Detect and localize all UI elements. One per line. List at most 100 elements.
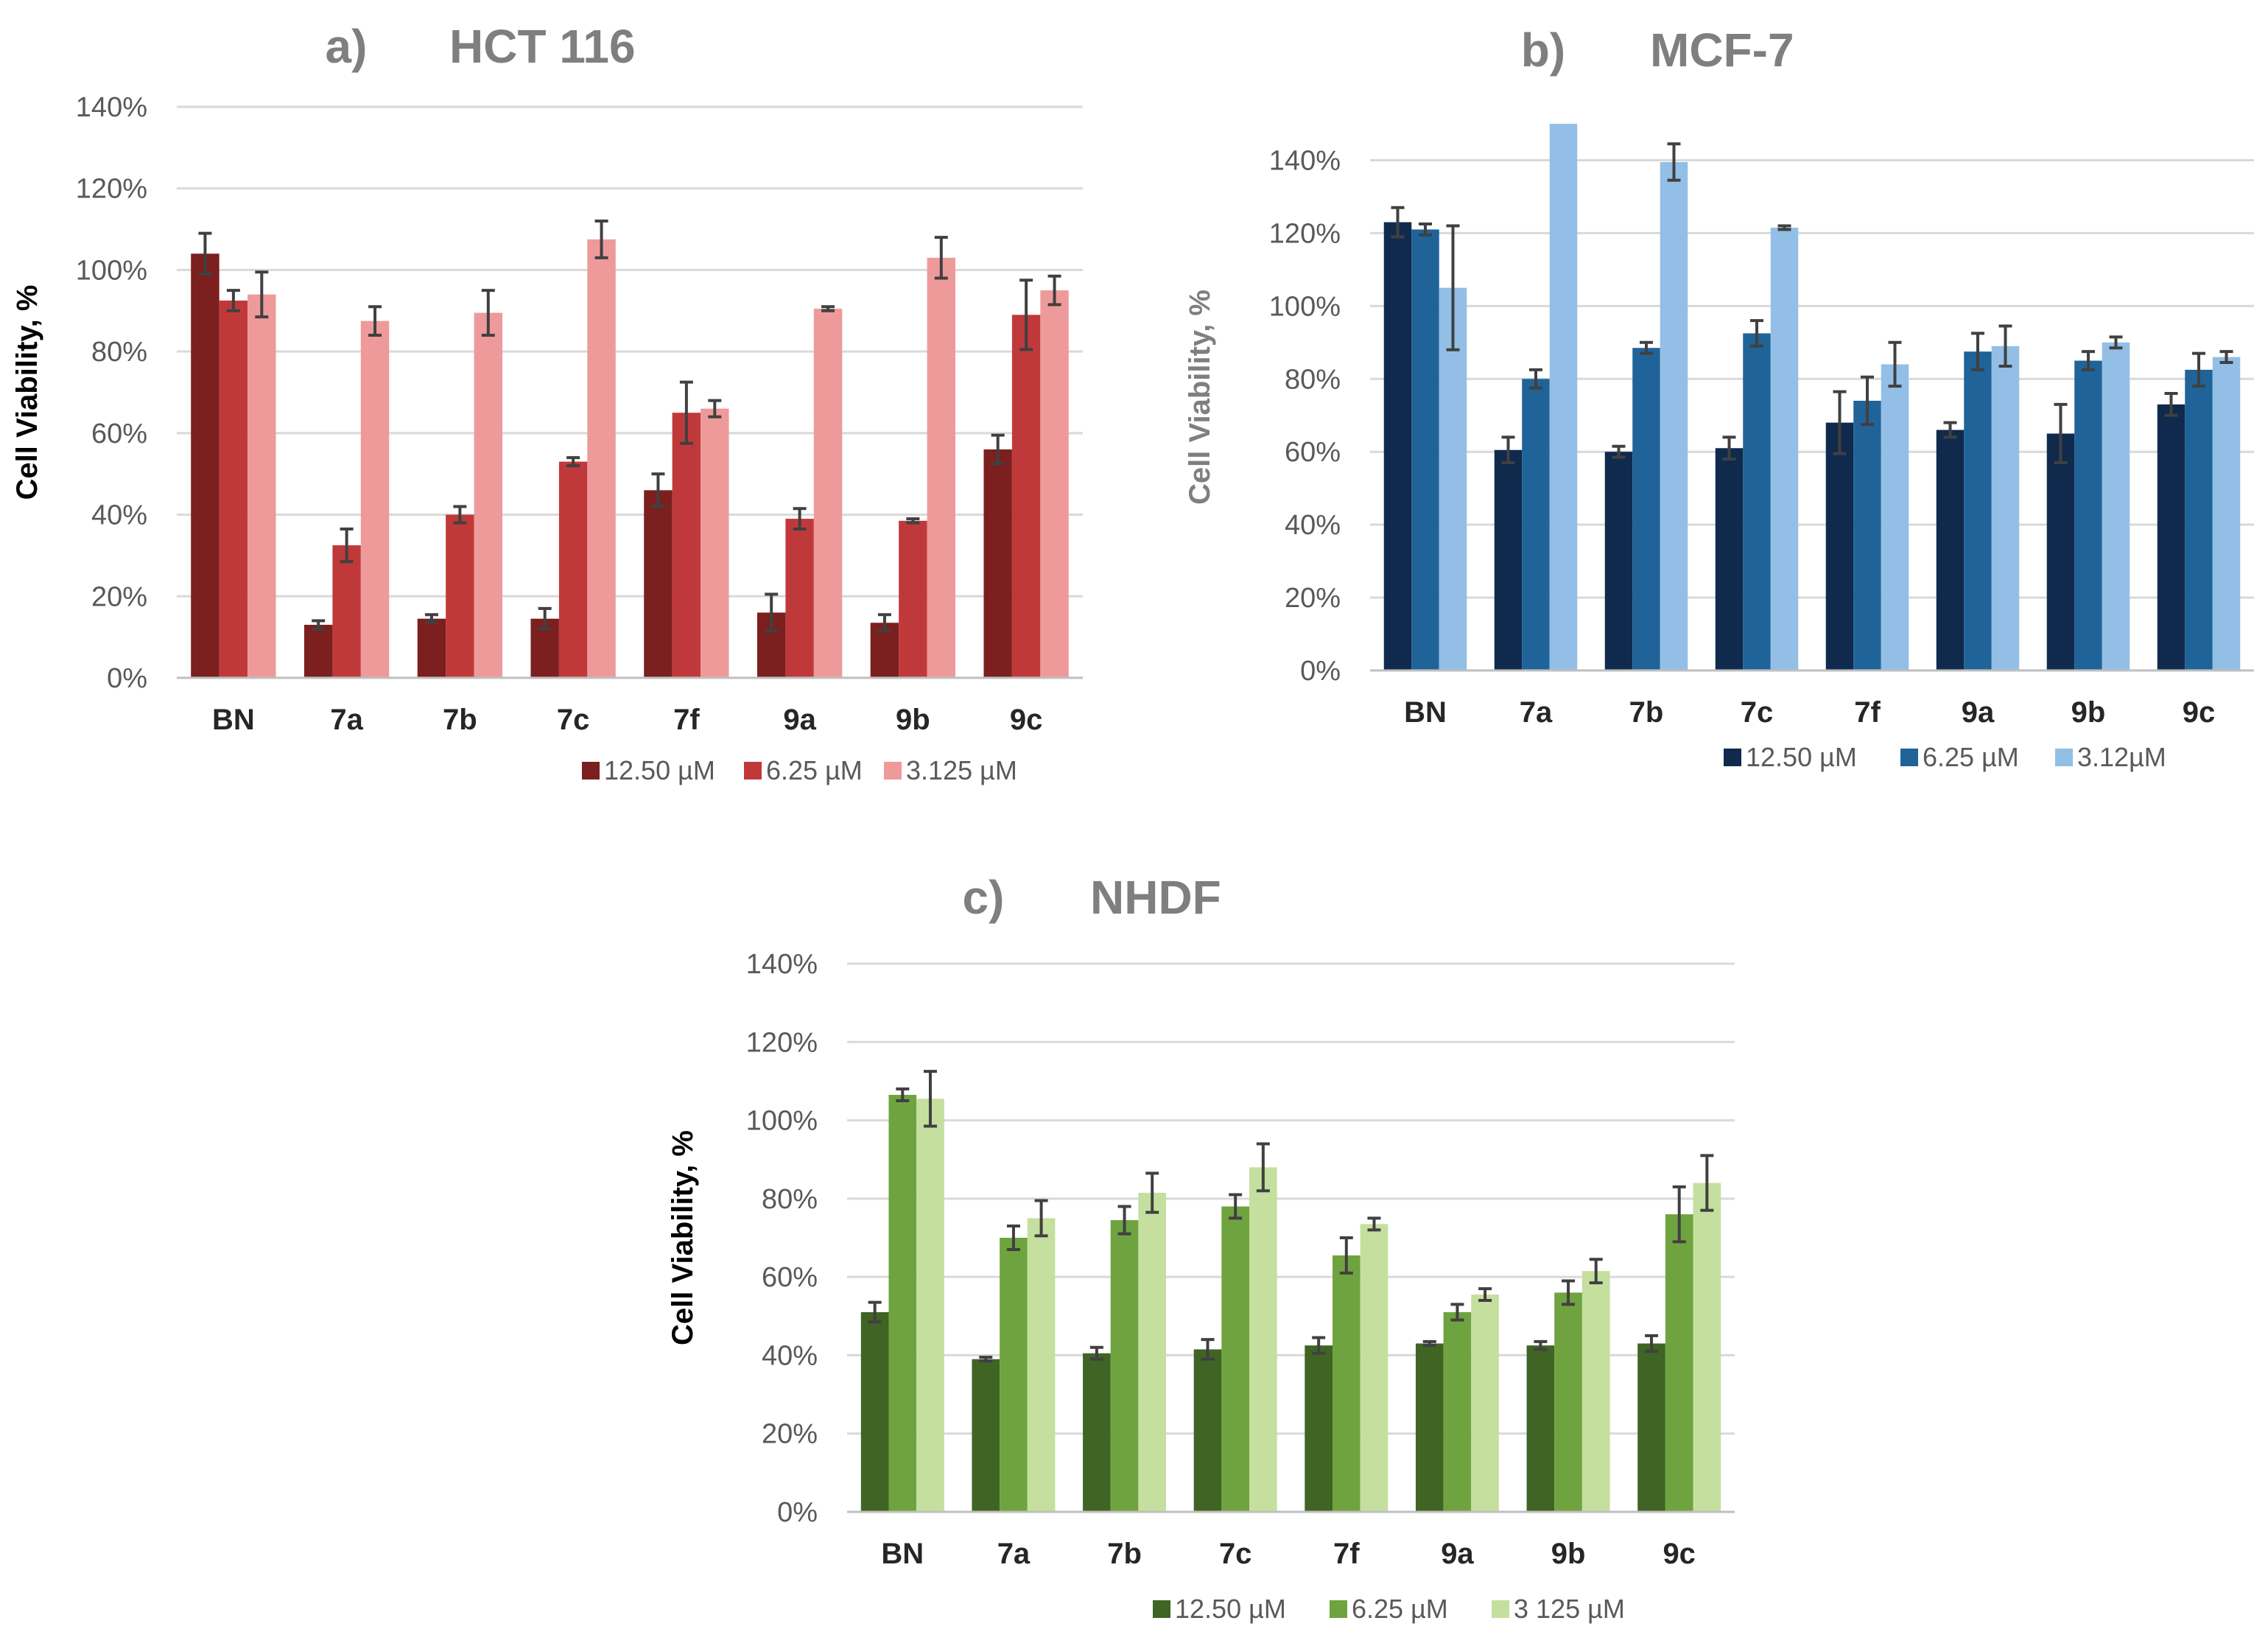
error-bar-9a-series-3 bbox=[1478, 1287, 1492, 1303]
error-bar-7c-series-1 bbox=[1722, 435, 1736, 461]
error-bar-9b-series-3 bbox=[1589, 1258, 1603, 1285]
category-label-7b: 7b bbox=[443, 704, 477, 736]
bar-9a-series-1 bbox=[1936, 430, 1965, 670]
legend: 12.50 µM 6.25 µM 3.12µM bbox=[1724, 742, 2166, 772]
y-tick-label: 0% bbox=[107, 663, 147, 694]
category-label-7f: 7f bbox=[673, 704, 700, 736]
bar-9c-series-3 bbox=[1040, 290, 1069, 678]
bar-7c-series-1 bbox=[1715, 448, 1744, 670]
bar-9c-series-3 bbox=[2212, 357, 2241, 670]
category-label-9c: 9c bbox=[1663, 1538, 1696, 1570]
error-bar-BN-series-3 bbox=[255, 270, 269, 319]
legend-item-2: 6.25 µM bbox=[1330, 1594, 1448, 1624]
y-tick-label: 140% bbox=[1269, 145, 1341, 176]
chart-title: NHDF bbox=[1090, 871, 1221, 924]
error-bar-7f-series-1 bbox=[651, 472, 665, 508]
y-tick-label: 60% bbox=[1285, 437, 1341, 468]
category-label-7a: 7a bbox=[1520, 696, 1553, 729]
panel-letter: a) bbox=[326, 20, 368, 73]
panel-letter: c) bbox=[963, 871, 1005, 924]
error-bar-9c-series-2 bbox=[2192, 351, 2205, 388]
error-bar-9b-series-2 bbox=[1562, 1279, 1576, 1306]
error-bar-9b-series-2 bbox=[906, 517, 920, 525]
error-bar-9a-series-1 bbox=[1943, 421, 1957, 439]
category-label-7f: 7f bbox=[1854, 696, 1881, 729]
legend-item-1: 12.50 µM bbox=[1724, 742, 1857, 772]
error-bar-7b-series-2 bbox=[1117, 1205, 1131, 1236]
y-axis-label: Cell Viability, % bbox=[667, 1130, 699, 1345]
bar-9a-series-1 bbox=[1415, 1343, 1444, 1512]
bar-BN-series-1 bbox=[860, 1311, 889, 1512]
bar-7c-series-2 bbox=[1221, 1206, 1250, 1512]
y-tick-label: 40% bbox=[91, 500, 147, 531]
chart-panel-hct116: a) HCT 116 0% 20% 40% 60% 80% 100% 120% 140% Cell … bbox=[0, 0, 1134, 825]
error-bar-7f-series-2 bbox=[1861, 375, 1874, 427]
error-bar-7a-series-2 bbox=[1006, 1225, 1020, 1251]
bar-9a-series-3 bbox=[813, 309, 843, 678]
bar-BN-series-3 bbox=[1439, 287, 1467, 671]
bar-7b-series-2 bbox=[1632, 348, 1660, 670]
error-bar-BN-series-3 bbox=[1446, 224, 1460, 351]
bar-9b-series-1 bbox=[2046, 433, 2075, 670]
y-tick-label: 100% bbox=[1269, 291, 1341, 322]
legend-label: 6.25 µM bbox=[1923, 742, 2019, 772]
bar-9a-series-3 bbox=[1991, 346, 2020, 670]
bar-7f-series-3 bbox=[1360, 1224, 1388, 1512]
panel-letter: b) bbox=[1521, 24, 1565, 77]
y-tick-label: 0% bbox=[777, 1497, 818, 1528]
bar-9c-series-3 bbox=[1693, 1183, 1721, 1512]
legend-swatch bbox=[2055, 749, 2073, 766]
error-bar-7f-series-3 bbox=[1888, 340, 1902, 388]
error-bar-9a-series-1 bbox=[1422, 1339, 1436, 1348]
error-bar-7b-series-1 bbox=[1612, 444, 1626, 459]
y-tick-label: 60% bbox=[91, 418, 147, 449]
bar-7c-series-1 bbox=[1193, 1349, 1222, 1512]
bar-7a-series-3 bbox=[360, 320, 390, 678]
category-label-9b: 9b bbox=[2071, 696, 2106, 729]
error-bar-7f-series-2 bbox=[679, 380, 693, 445]
category-label-7c: 7c bbox=[1219, 1538, 1252, 1570]
bar-9a-series-2 bbox=[1964, 351, 1992, 670]
y-axis-label: Cell Viability, % bbox=[11, 285, 43, 500]
legend-item-2: 6.25 µM bbox=[1900, 742, 2019, 772]
bar-7f-series-3 bbox=[701, 408, 729, 678]
error-bar-BN-series-2 bbox=[896, 1087, 910, 1102]
y-tick-label: 120% bbox=[76, 174, 147, 205]
bar-7b-series-3 bbox=[1138, 1192, 1167, 1512]
bar-BN-series-3 bbox=[247, 294, 276, 679]
legend-swatch bbox=[1724, 749, 1741, 766]
legend: 12.50 µM 6.25 µM 3.125 µM bbox=[582, 755, 1017, 785]
bar-7c-series-3 bbox=[1249, 1167, 1277, 1512]
category-label-BN: BN bbox=[212, 704, 255, 736]
bar-7a-series-3 bbox=[1027, 1218, 1056, 1512]
legend-label: 3 125 µM bbox=[1514, 1594, 1625, 1624]
error-bar-BN-series-2 bbox=[226, 289, 240, 312]
legend-label: 6.25 µM bbox=[1352, 1594, 1448, 1624]
error-bar-7b-series-3 bbox=[1145, 1171, 1159, 1214]
error-bar-9c-series-1 bbox=[1645, 1334, 1659, 1353]
bar-BN-series-3 bbox=[916, 1099, 944, 1512]
error-bar-BN-series-1 bbox=[198, 231, 212, 276]
category-label-7a: 7a bbox=[997, 1538, 1031, 1570]
y-tick-label: 120% bbox=[746, 1027, 818, 1058]
error-bar-7f-series-1 bbox=[1312, 1336, 1326, 1355]
bar-9b-series-1 bbox=[1526, 1345, 1555, 1512]
bar-7f-series-1 bbox=[644, 490, 673, 678]
error-bar-9c-series-3 bbox=[1047, 274, 1061, 306]
error-bar-7c-series-3 bbox=[594, 220, 608, 259]
error-bar-7a-series-1 bbox=[1501, 435, 1515, 465]
error-bar-9b-series-1 bbox=[2054, 402, 2068, 465]
category-label-7c: 7c bbox=[1741, 696, 1774, 729]
category-label-9c: 9c bbox=[2183, 696, 2216, 729]
bar-9b-series-3 bbox=[1581, 1271, 1610, 1512]
bar-7f-series-1 bbox=[1825, 422, 1854, 670]
error-bar-BN-series-1 bbox=[1391, 206, 1405, 239]
y-axis-label: Cell Viability, % bbox=[1184, 290, 1216, 505]
bar-7b-series-1 bbox=[1604, 452, 1633, 670]
category-label-9b: 9b bbox=[1551, 1538, 1586, 1570]
error-bar-9b-series-3 bbox=[934, 236, 948, 280]
error-bar-7a-series-2 bbox=[1529, 368, 1542, 390]
bar-7c-series-2 bbox=[1743, 333, 1771, 670]
legend-label: 12.50 µM bbox=[1746, 742, 1857, 772]
error-bar-7a-series-1 bbox=[312, 619, 326, 631]
